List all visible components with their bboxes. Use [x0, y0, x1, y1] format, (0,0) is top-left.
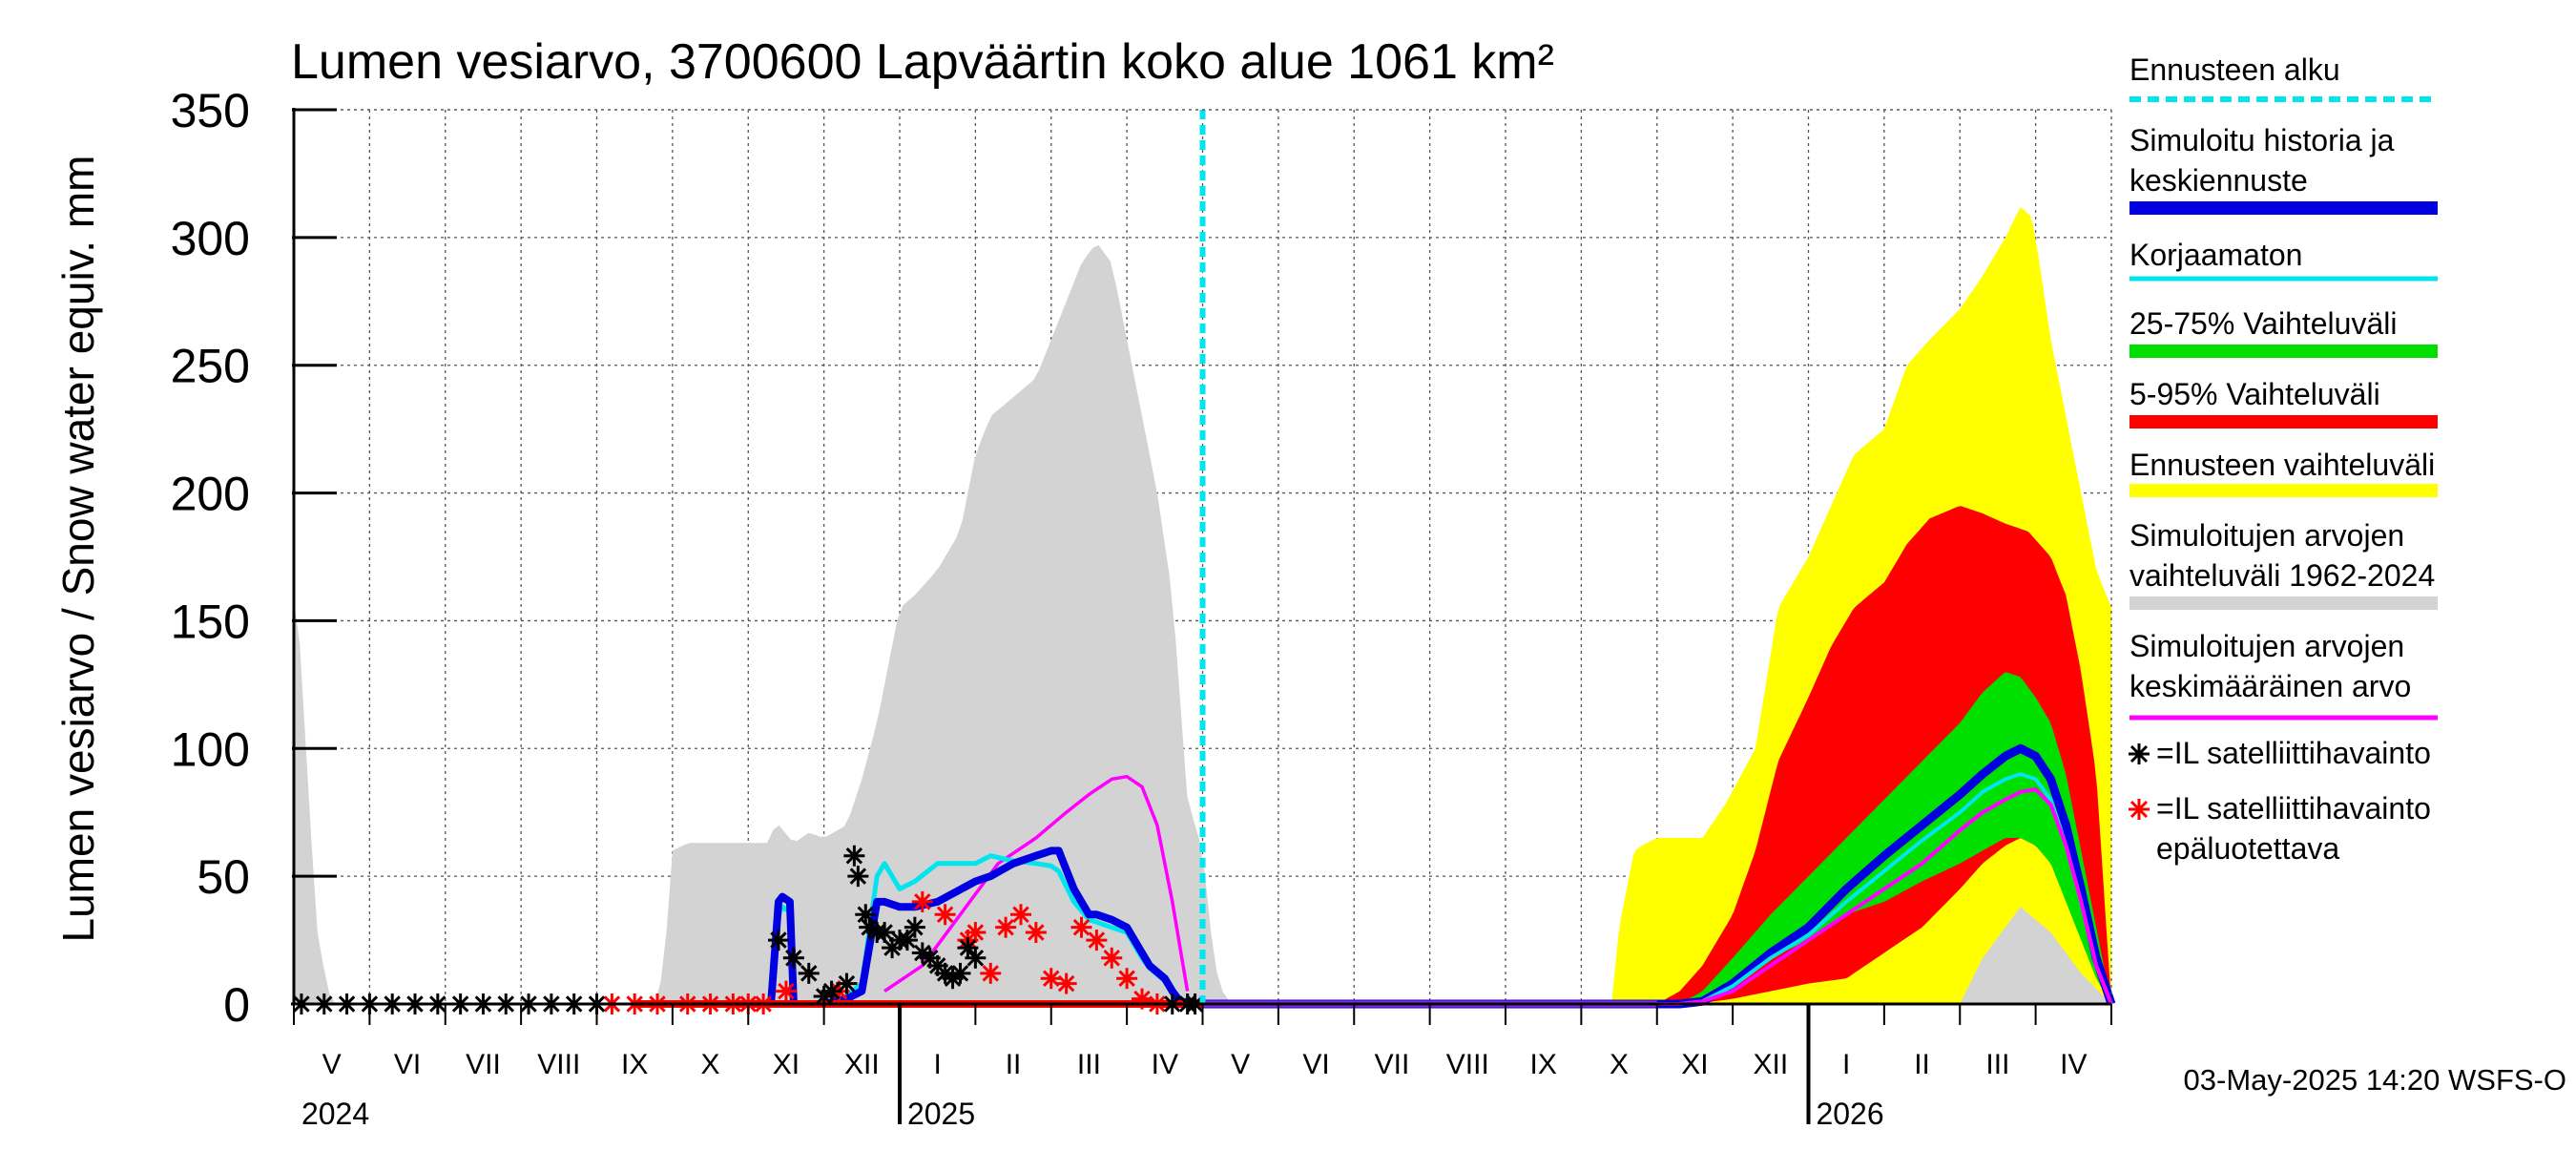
- legend-label: Korjaamaton: [2129, 238, 2302, 272]
- satellite-obs-unreliable-marker: [1040, 968, 1062, 990]
- y-tick-label: 250: [171, 340, 250, 393]
- satellite-obs-unreliable-marker: [775, 980, 797, 1002]
- y-axis-label: Lumen vesiarvo / Snow water equiv. mm: [53, 156, 103, 943]
- satellite-obs-marker: [768, 930, 789, 951]
- forecast-hist-mean-line: [1202, 787, 2113, 1006]
- chart-title: Lumen vesiarvo, 3700600 Lapväärtin koko …: [291, 34, 1554, 90]
- satellite-obs-unreliable-marker: [980, 962, 1002, 984]
- month-label: V: [322, 1049, 342, 1080]
- month-label: II: [1914, 1049, 1930, 1080]
- y-tick-label: 200: [171, 468, 250, 521]
- year-label: 2026: [1816, 1097, 1883, 1131]
- satellite-obs-unreliable-marker: [1116, 968, 1138, 990]
- satellite-obs-marker: [821, 980, 842, 1002]
- satellite-obs-unreliable-marker: [1101, 947, 1123, 969]
- month-label: VI: [394, 1049, 421, 1080]
- legend-label: Simuloitujen arvojen: [2129, 629, 2404, 663]
- month-label: IX: [1530, 1049, 1557, 1080]
- satellite-obs-marker: [874, 922, 896, 944]
- satellite-obs-unreliable-marker: [911, 890, 933, 912]
- year-label: 2025: [907, 1097, 975, 1131]
- year-label: 2024: [301, 1097, 369, 1131]
- historical-range-area: [294, 244, 1241, 1004]
- satellite-obs-unreliable-marker: [1010, 904, 1031, 926]
- month-label: VIII: [537, 1049, 580, 1080]
- month-label: I: [934, 1049, 942, 1080]
- month-label: IV: [1152, 1049, 1178, 1080]
- satellite-obs-unreliable-marker: [995, 916, 1017, 938]
- legend-marker: [2129, 743, 2150, 764]
- satellite-obs-unreliable-marker: [965, 922, 987, 944]
- timestamp: 03-May-2025 14:20 WSFS-O: [2184, 1063, 2566, 1097]
- legend-label: Simuloitujen arvojen: [2129, 518, 2404, 553]
- y-tick-label: 300: [171, 212, 250, 265]
- legend-label: Simuloitu historia ja: [2129, 123, 2395, 157]
- legend-label: epäluotettava: [2156, 831, 2339, 866]
- month-label: XI: [773, 1049, 800, 1080]
- satellite-obs-marker: [782, 947, 804, 969]
- month-label: II: [1006, 1049, 1022, 1080]
- satellite-obs-unreliable-marker: [1070, 916, 1092, 938]
- satellite-obs-marker: [843, 845, 865, 867]
- legend-label: 25-75% Vaihteluväli: [2129, 306, 2397, 341]
- month-label: III: [1985, 1049, 2009, 1080]
- month-label: III: [1077, 1049, 1101, 1080]
- historical-mean-line: [883, 774, 1190, 993]
- satellite-obs-unreliable-marker: [1086, 930, 1108, 951]
- month-label: IV: [2060, 1049, 2087, 1080]
- month-label: XII: [1753, 1049, 1788, 1080]
- month-label: X: [701, 1049, 720, 1080]
- legend-label: Ennusteen alku: [2129, 52, 2340, 87]
- satellite-obs-marker: [836, 972, 858, 994]
- month-label: V: [1231, 1049, 1250, 1080]
- month-label: I: [1842, 1049, 1850, 1080]
- y-tick-label: 100: [171, 722, 250, 776]
- p5-95-range-area: [1656, 506, 2111, 1004]
- historical-range-area-forecast: [1960, 907, 2111, 1004]
- month-label: XI: [1681, 1049, 1708, 1080]
- satellite-obs-unreliable-marker: [1055, 972, 1077, 994]
- satellite-obs-marker: [965, 947, 987, 969]
- y-tick-label: 350: [171, 84, 250, 137]
- month-label: X: [1610, 1049, 1629, 1080]
- satellite-obs-marker: [904, 916, 925, 938]
- legend-label: 5-95% Vaihteluväli: [2129, 377, 2380, 411]
- month-label: VI: [1302, 1049, 1329, 1080]
- satellite-obs-unreliable-marker: [1025, 922, 1047, 944]
- satellite-obs-marker: [847, 866, 869, 888]
- legend-label: =IL satelliittihavainto: [2156, 736, 2431, 770]
- month-label: VIII: [1446, 1049, 1489, 1080]
- satellite-obs-unreliable-marker: [934, 904, 956, 926]
- satellite-obs-marker: [949, 962, 971, 984]
- legend-label: =IL satelliittihavainto: [2156, 791, 2431, 826]
- y-tick-label: 150: [171, 595, 250, 648]
- y-tick-label: 50: [197, 850, 250, 904]
- legend: Ennusteen alku Simuloitu historia ja keski…: [2129, 52, 2438, 866]
- legend-marker: [2129, 799, 2150, 820]
- month-label: XII: [844, 1049, 880, 1080]
- legend-label: keskimääräinen arvo: [2129, 669, 2411, 703]
- month-label: VII: [1375, 1049, 1410, 1080]
- month-label: IX: [621, 1049, 648, 1080]
- legend-label: keskiennuste: [2129, 163, 2308, 198]
- month-label: VII: [466, 1049, 501, 1080]
- satellite-obs-marker: [798, 962, 820, 984]
- legend-label: Ennusteen vaihteluväli: [2129, 448, 2435, 482]
- satellite-obs-unreliable-marker: [1132, 988, 1153, 1010]
- plot-area: [290, 109, 2116, 1014]
- legend-label: vaihteluväli 1962-2024: [2129, 558, 2435, 593]
- y-tick-label: 0: [223, 978, 250, 1032]
